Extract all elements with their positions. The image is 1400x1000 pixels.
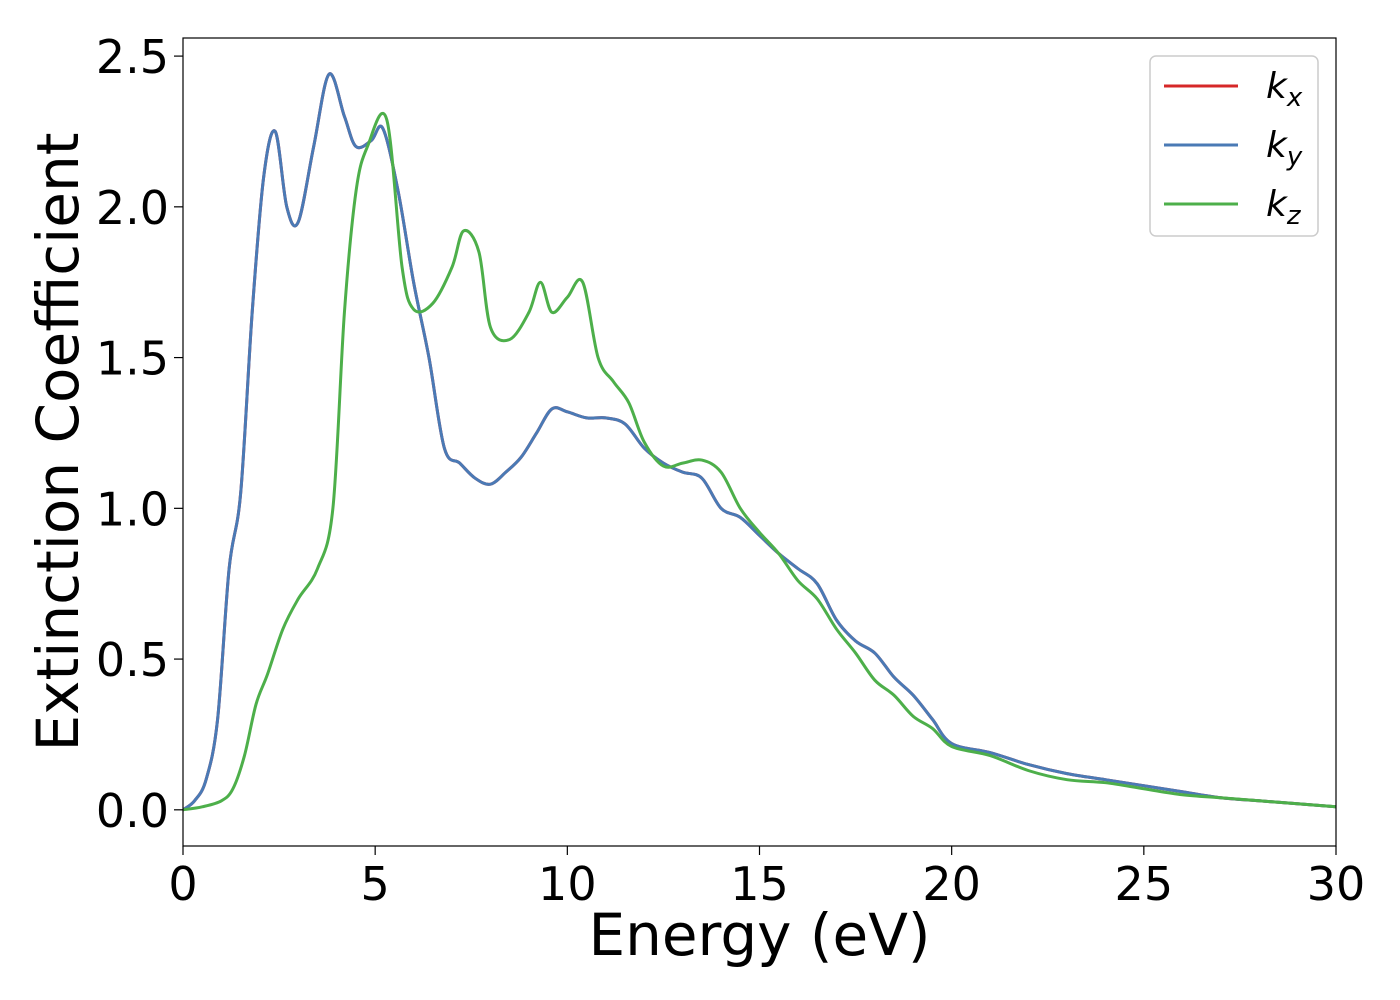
legend-label-kx: kx <box>1266 66 1303 113</box>
series-line-ky <box>183 72 1336 812</box>
y-tick-label: 2.5 <box>96 30 169 84</box>
x-tick-label: 20 <box>922 857 981 911</box>
legend-label-kz: kz <box>1266 184 1302 231</box>
x-tick-label: 10 <box>538 857 597 911</box>
x-axis-ticks: 0 5 10 15 20 25 30 <box>168 846 1365 911</box>
y-axis-label: Extinction Coefficient <box>24 133 92 752</box>
series-line-kz <box>183 111 1336 812</box>
y-axis-ticks: 0.0 0.5 1.0 1.5 2.0 2.5 <box>96 30 183 838</box>
x-tick-label: 25 <box>1115 857 1174 911</box>
x-tick-label: 30 <box>1307 857 1366 911</box>
x-tick-label: 15 <box>730 857 789 911</box>
x-axis-label: Energy (eV) <box>588 901 930 969</box>
y-tick-label: 0.5 <box>96 633 169 687</box>
legend-label-ky: ky <box>1266 125 1303 172</box>
legend: kx ky kz <box>1149 55 1319 237</box>
x-tick-label: 5 <box>361 857 390 911</box>
series-layer <box>183 72 1336 812</box>
y-tick-label: 2.0 <box>96 181 169 235</box>
y-tick-label: 0.0 <box>96 784 169 838</box>
x-tick-label: 0 <box>168 857 197 911</box>
y-tick-label: 1.5 <box>96 332 169 386</box>
y-tick-label: 1.0 <box>96 482 169 536</box>
